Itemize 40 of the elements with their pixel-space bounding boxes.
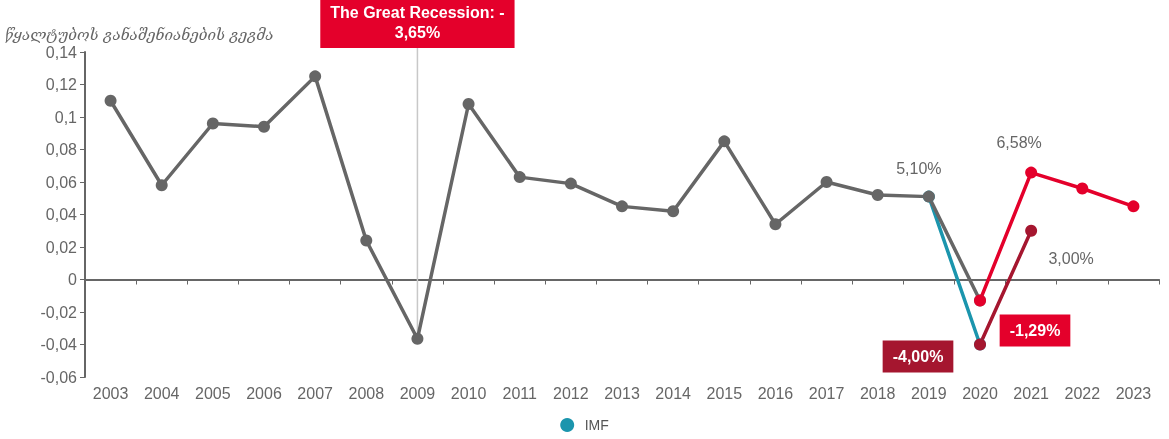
x-tick-label: 2011 (502, 384, 538, 402)
x-tick-label: 2013 (604, 384, 640, 402)
x-tick-label: 2006 (246, 384, 282, 402)
y-tick-label: -0,06 (40, 368, 78, 386)
annotation: 6,58% (996, 134, 1042, 152)
x-tick-label: 2009 (399, 384, 436, 402)
y-tick-label: 0,02 (45, 238, 78, 256)
annotation: 5,10% (896, 160, 942, 178)
y-tick-label: 0,06 (45, 173, 78, 191)
legend-label: IMF (584, 417, 609, 433)
y-tick-label: 0,14 (45, 43, 78, 61)
x-tick-label: 2017 (808, 384, 845, 402)
x-tick-label: 2007 (297, 384, 334, 402)
x-tick-label: 2004 (143, 384, 180, 402)
x-tick-label: 2018 (859, 384, 896, 402)
x-tick-label: 2012 (553, 384, 589, 402)
x-tick-label: 2016 (757, 384, 794, 402)
x-tick-label: 2021 (1013, 384, 1050, 402)
y-tick-label: 0,08 (45, 141, 78, 158)
x-tick-label: 2008 (348, 384, 385, 402)
x-tick-label: 2019 (911, 384, 947, 402)
x-tick-label: 2014 (655, 384, 692, 402)
y-tick-label: -0,02 (40, 303, 78, 321)
x-tick-label: 2015 (706, 384, 743, 402)
y-tick-label: 0,12 (45, 76, 78, 93)
x-tick-label: 2010 (450, 384, 487, 402)
y-tick-label: 0,04 (45, 206, 78, 223)
annotation: 3,00% (1048, 250, 1094, 268)
y-tick-label: 0 (68, 271, 78, 288)
y-axis-title: წყალტუბოს განაშენიანების გეგმა (5, 25, 274, 44)
annotation: The Great Recession: - 3,65% (330, 3, 505, 41)
x-tick-label: 2023 (1115, 384, 1152, 402)
x-tick-label: 2022 (1064, 384, 1101, 402)
annotation: -4,00% (892, 348, 944, 365)
x-tick-label: 2003 (92, 384, 129, 402)
x-tick-label: 2005 (195, 384, 231, 402)
y-tick-label: -0,04 (40, 336, 78, 353)
annotation: -1,29% (1009, 321, 1061, 339)
x-tick-label: 2020 (962, 384, 998, 402)
y-tick-label: 0,1 (54, 108, 78, 126)
